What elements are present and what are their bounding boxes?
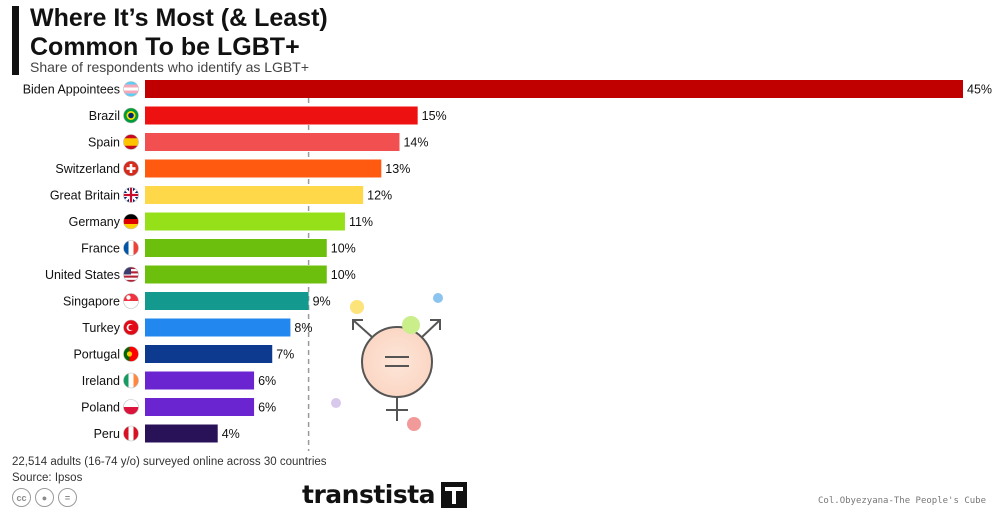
uk-flag-icon <box>123 187 139 203</box>
flag-outline <box>123 240 139 256</box>
value-label: 10% <box>331 268 356 282</box>
poland-flag-icon <box>123 399 139 415</box>
bar <box>145 345 273 363</box>
transgender-flag-icon <box>123 81 139 97</box>
category-label: Germany <box>69 215 121 229</box>
bar <box>145 265 327 284</box>
flag-outline <box>123 372 139 389</box>
flag-outline <box>123 213 139 230</box>
usa-flag-icon <box>123 267 139 282</box>
attribution-icon: ● <box>35 488 54 507</box>
switzerland-flag-icon <box>123 161 139 176</box>
flag-outline <box>123 425 139 442</box>
flag-outline <box>123 293 139 309</box>
value-label: 11% <box>349 215 373 229</box>
category-label: Ireland <box>82 374 120 388</box>
category-label: Peru <box>94 427 120 441</box>
peru-flag-icon <box>123 426 139 441</box>
category-label: United States <box>45 268 120 282</box>
value-label: 12% <box>367 189 392 203</box>
value-label: 10% <box>331 242 356 256</box>
bar <box>145 159 382 178</box>
spain-flag-icon <box>123 134 139 150</box>
flag-outline <box>123 81 139 97</box>
category-label: Biden Appointees <box>23 83 120 97</box>
flag-outline <box>123 160 139 177</box>
value-label: 15% <box>422 109 447 123</box>
brazil-flag-icon <box>123 108 139 123</box>
category-label: France <box>81 242 120 256</box>
turkey-flag-icon <box>123 320 139 335</box>
bar <box>145 398 255 416</box>
portugal-flag-icon <box>123 346 139 362</box>
chart-subtitle: Share of respondents who identify as LGB… <box>30 59 309 75</box>
flag-outline <box>123 266 139 283</box>
flag-outline <box>123 319 139 336</box>
bar-chart: Biden Appointees 45% Brazil 15% Spain 14% Swit… <box>23 80 992 451</box>
value-label: 9% <box>313 295 331 309</box>
bar <box>145 371 255 390</box>
france-flag-icon <box>123 240 139 256</box>
license-icons: cc ● = <box>12 488 77 507</box>
flag-outline <box>123 399 139 415</box>
value-label: 6% <box>258 401 276 415</box>
category-label: Poland <box>81 401 120 415</box>
category-label: Spain <box>88 136 120 150</box>
bar <box>145 239 327 257</box>
value-label: 8% <box>294 321 312 335</box>
germany-flag-icon <box>123 214 139 229</box>
value-label: 45% <box>967 83 992 97</box>
value-label: 6% <box>258 374 276 388</box>
bar <box>145 80 963 98</box>
value-label: 13% <box>385 162 410 176</box>
bar <box>145 106 418 125</box>
bar <box>145 292 309 310</box>
value-label: 7% <box>276 348 294 362</box>
brand-name: transtista <box>302 480 436 509</box>
category-label: Great Britain <box>50 189 120 203</box>
artist-credit: Col.Obyezyana-The People's Cube <box>818 496 986 506</box>
title-accent-bar <box>12 6 19 75</box>
source-note: Source: Ipsos <box>12 472 83 484</box>
bar <box>145 318 291 337</box>
category-label: Singapore <box>63 295 120 309</box>
bar <box>145 424 218 443</box>
singapore-flag-icon <box>123 293 139 309</box>
value-label: 4% <box>222 427 240 441</box>
category-label: Brazil <box>89 109 120 123</box>
no-derivatives-icon: = <box>58 488 77 507</box>
category-label: Portugal <box>73 348 120 362</box>
brand-logo: transtista <box>302 480 468 509</box>
survey-footnote: 22,514 adults (16-74 y/o) surveyed onlin… <box>12 456 327 468</box>
category-label: Turkey <box>82 321 120 335</box>
bar <box>145 186 364 204</box>
brand-mark-icon <box>441 481 468 508</box>
cc-icon: cc <box>12 488 31 507</box>
ireland-flag-icon <box>123 373 139 388</box>
flag-outline <box>123 107 139 124</box>
value-label: 14% <box>403 136 428 150</box>
chart-title: Where It’s Most (& Least) Common To be L… <box>30 4 328 61</box>
flag-outline <box>123 346 139 362</box>
bar <box>145 212 345 231</box>
flag-outline <box>123 134 139 150</box>
bar <box>145 133 400 151</box>
category-label: Switzerland <box>55 162 120 176</box>
gender-symbol-illustration <box>331 293 443 431</box>
flag-outline <box>123 187 139 203</box>
